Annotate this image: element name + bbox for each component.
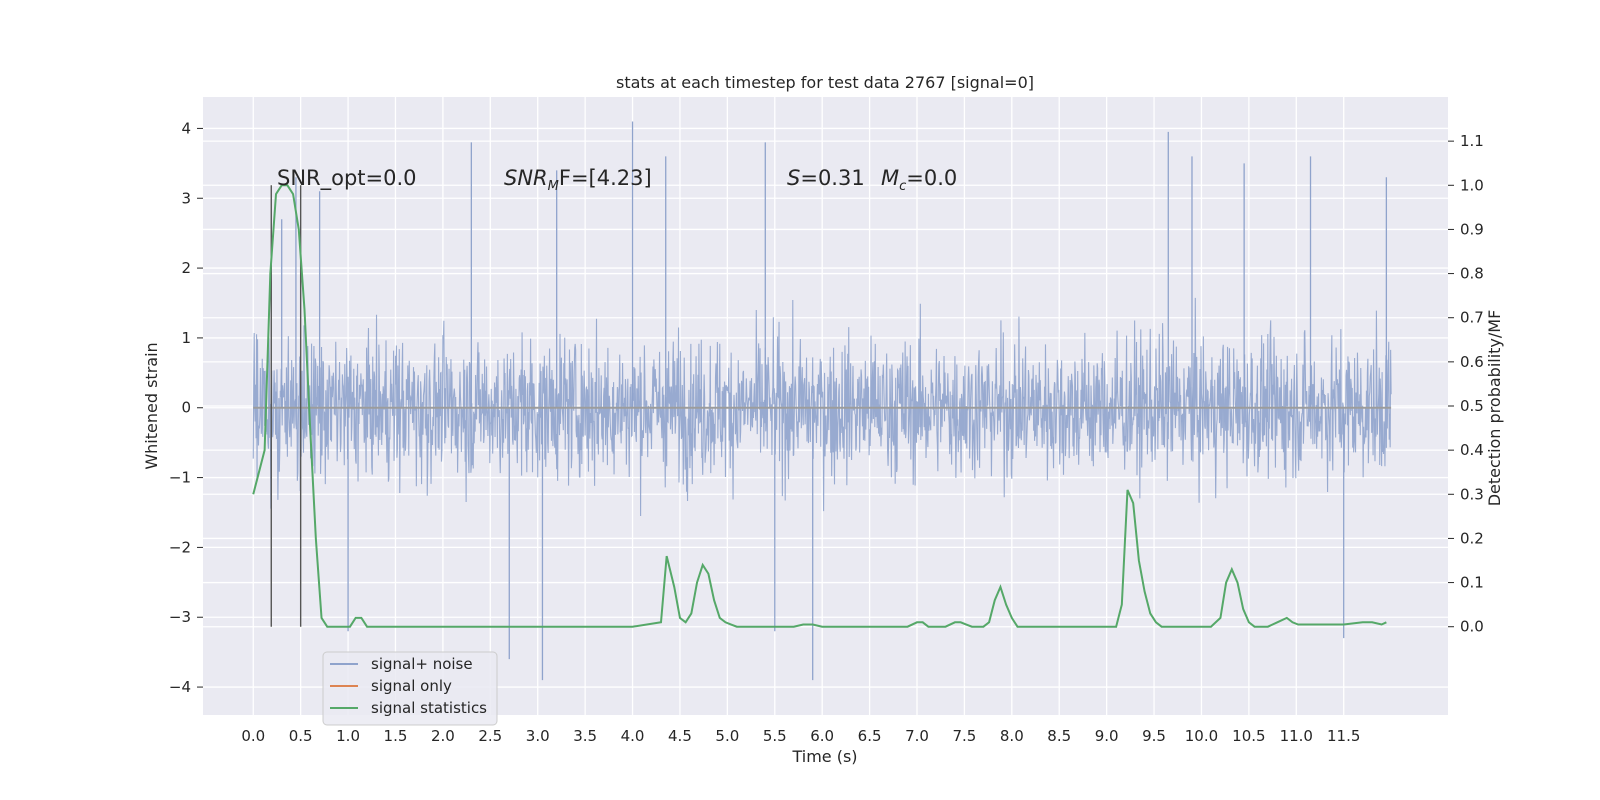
annotation-s-value: S=0.31	[787, 166, 865, 190]
signal-statistics-line	[252, 184, 1387, 628]
y-tick-label: −2	[169, 538, 191, 556]
chart-title: stats at each timestep for test data 276…	[616, 73, 1034, 92]
x-tick-label: 6.5	[858, 727, 882, 745]
x-tick-label: 3.0	[526, 727, 550, 745]
y2-tick-label: 0.2	[1460, 529, 1484, 547]
y2-axis-ticks: 1.1 1.0 0.9 0.8 0.7 0.6 0.5 0.4 0.3 0.2 0.1 0.0	[1448, 132, 1484, 636]
x-tick-label: 9.5	[1142, 727, 1166, 745]
y2-tick-label: 1.1	[1460, 132, 1484, 150]
legend: signal+ noise signal only signal statist…	[322, 651, 498, 726]
y-axis-label: Whitened strain	[142, 342, 161, 469]
annotation-snr-mf-main: SNR	[504, 166, 548, 190]
x-tick-label: 2.0	[431, 727, 455, 745]
x-tick-label: 6.0	[810, 727, 834, 745]
x-tick-label: 7.0	[905, 727, 929, 745]
x-axis-ticks: 0.0 0.5 1.0 1.5 2.0 2.5 3.0 3.5 4.0 4.5 5.0 5.5 6.0 6…	[241, 727, 1360, 745]
y-tick-label: −1	[169, 469, 191, 487]
y-tick-label: 1	[181, 329, 191, 347]
x-tick-label: 1.5	[384, 727, 408, 745]
annotation-mc-sub: c	[899, 179, 906, 194]
x-tick-label: 4.0	[621, 727, 645, 745]
x-tick-label: 7.5	[952, 727, 976, 745]
y2-tick-label: 0.1	[1460, 574, 1484, 592]
x-tick-label: 2.5	[478, 727, 502, 745]
series-signal-noise	[252, 121, 1392, 681]
legend-box	[322, 651, 498, 726]
legend-label-signal-statistics: signal statistics	[371, 699, 487, 717]
x-tick-label: 9.0	[1095, 727, 1119, 745]
y2-tick-label: 0.6	[1460, 353, 1484, 371]
annotation-snr-mf-rest: F=[4.23]	[559, 166, 652, 190]
annotation-mc-rest: =0.0	[906, 166, 957, 190]
x-axis-label: Time (s)	[791, 747, 857, 766]
x-tick-label: 8.5	[1047, 727, 1071, 745]
x-tick-label: 1.0	[336, 727, 360, 745]
annotation-mc: Mc=0.0	[881, 166, 957, 194]
y-tick-label: −3	[169, 608, 191, 626]
y-axis-ticks: 4 3 2 1 0 −1 −2 −3 −4	[169, 119, 203, 696]
y2-tick-label: 0.4	[1460, 441, 1484, 459]
x-tick-label: 8.0	[1000, 727, 1024, 745]
legend-label-signal-noise: signal+ noise	[371, 655, 473, 673]
y2-tick-label: 0.3	[1460, 485, 1484, 503]
annotation-snr-opt: SNR_opt=0.0	[277, 166, 417, 191]
y2-axis-label: Detection probability/MF	[1485, 310, 1504, 507]
x-tick-label: 3.5	[573, 727, 597, 745]
y-tick-label: −4	[169, 678, 191, 696]
x-tick-label: 10.5	[1232, 727, 1265, 745]
series-signal-statistics	[252, 184, 1387, 628]
legend-label-signal-only: signal only	[371, 677, 452, 695]
y-tick-label: 0	[181, 399, 191, 417]
x-tick-label: 0.0	[241, 727, 265, 745]
x-tick-label: 4.5	[668, 727, 692, 745]
x-tick-label: 10.0	[1185, 727, 1218, 745]
annotation-snr-mf: SNRMF=[4.23]	[504, 166, 652, 194]
y-tick-label: 2	[181, 259, 191, 277]
y-tick-label: 4	[181, 119, 191, 137]
x-tick-label: 5.0	[715, 727, 739, 745]
x-tick-label: 11.5	[1327, 727, 1360, 745]
signal-noise-trace	[252, 297, 1392, 517]
x-tick-label: 11.0	[1280, 727, 1313, 745]
y-tick-label: 3	[181, 189, 191, 207]
annotation-snr-mf-sub: M	[548, 179, 559, 194]
y2-tick-label: 0.8	[1460, 265, 1484, 283]
x-tick-label: 5.5	[763, 727, 787, 745]
y2-tick-label: 0.0	[1460, 618, 1484, 636]
y2-tick-label: 0.9	[1460, 220, 1484, 238]
y2-tick-label: 1.0	[1460, 176, 1484, 194]
y2-tick-label: 0.7	[1460, 309, 1484, 327]
annotation-s-value-text: =0.31	[800, 166, 864, 190]
x-tick-label: 0.5	[289, 727, 313, 745]
y2-tick-label: 0.5	[1460, 397, 1484, 415]
annotation-mc-main: M	[881, 166, 899, 190]
